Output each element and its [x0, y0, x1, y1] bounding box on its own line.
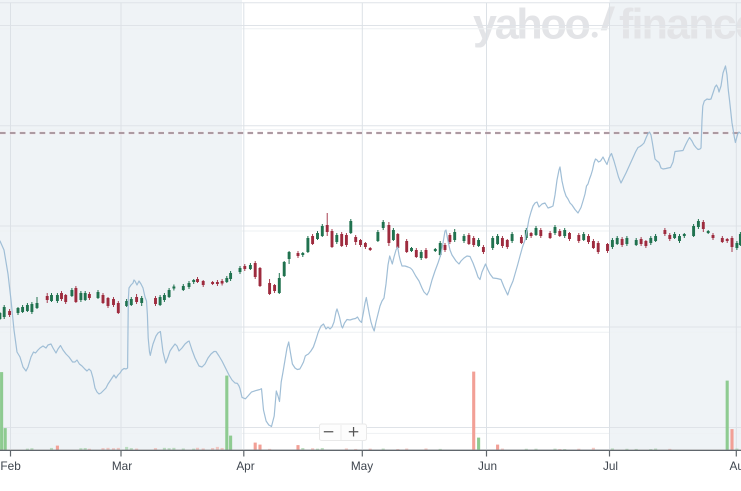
svg-text:yahoo: yahoo [473, 1, 590, 49]
svg-text:Mar: Mar [112, 459, 132, 473]
svg-text:finance: finance [619, 1, 741, 49]
svg-text:May: May [351, 459, 373, 473]
svg-text:Aug: Aug [730, 459, 741, 473]
svg-text:Feb: Feb [0, 459, 21, 473]
svg-text:Jun: Jun [478, 459, 497, 473]
svg-text:Apr: Apr [236, 459, 254, 473]
svg-text:Jul: Jul [603, 459, 618, 473]
